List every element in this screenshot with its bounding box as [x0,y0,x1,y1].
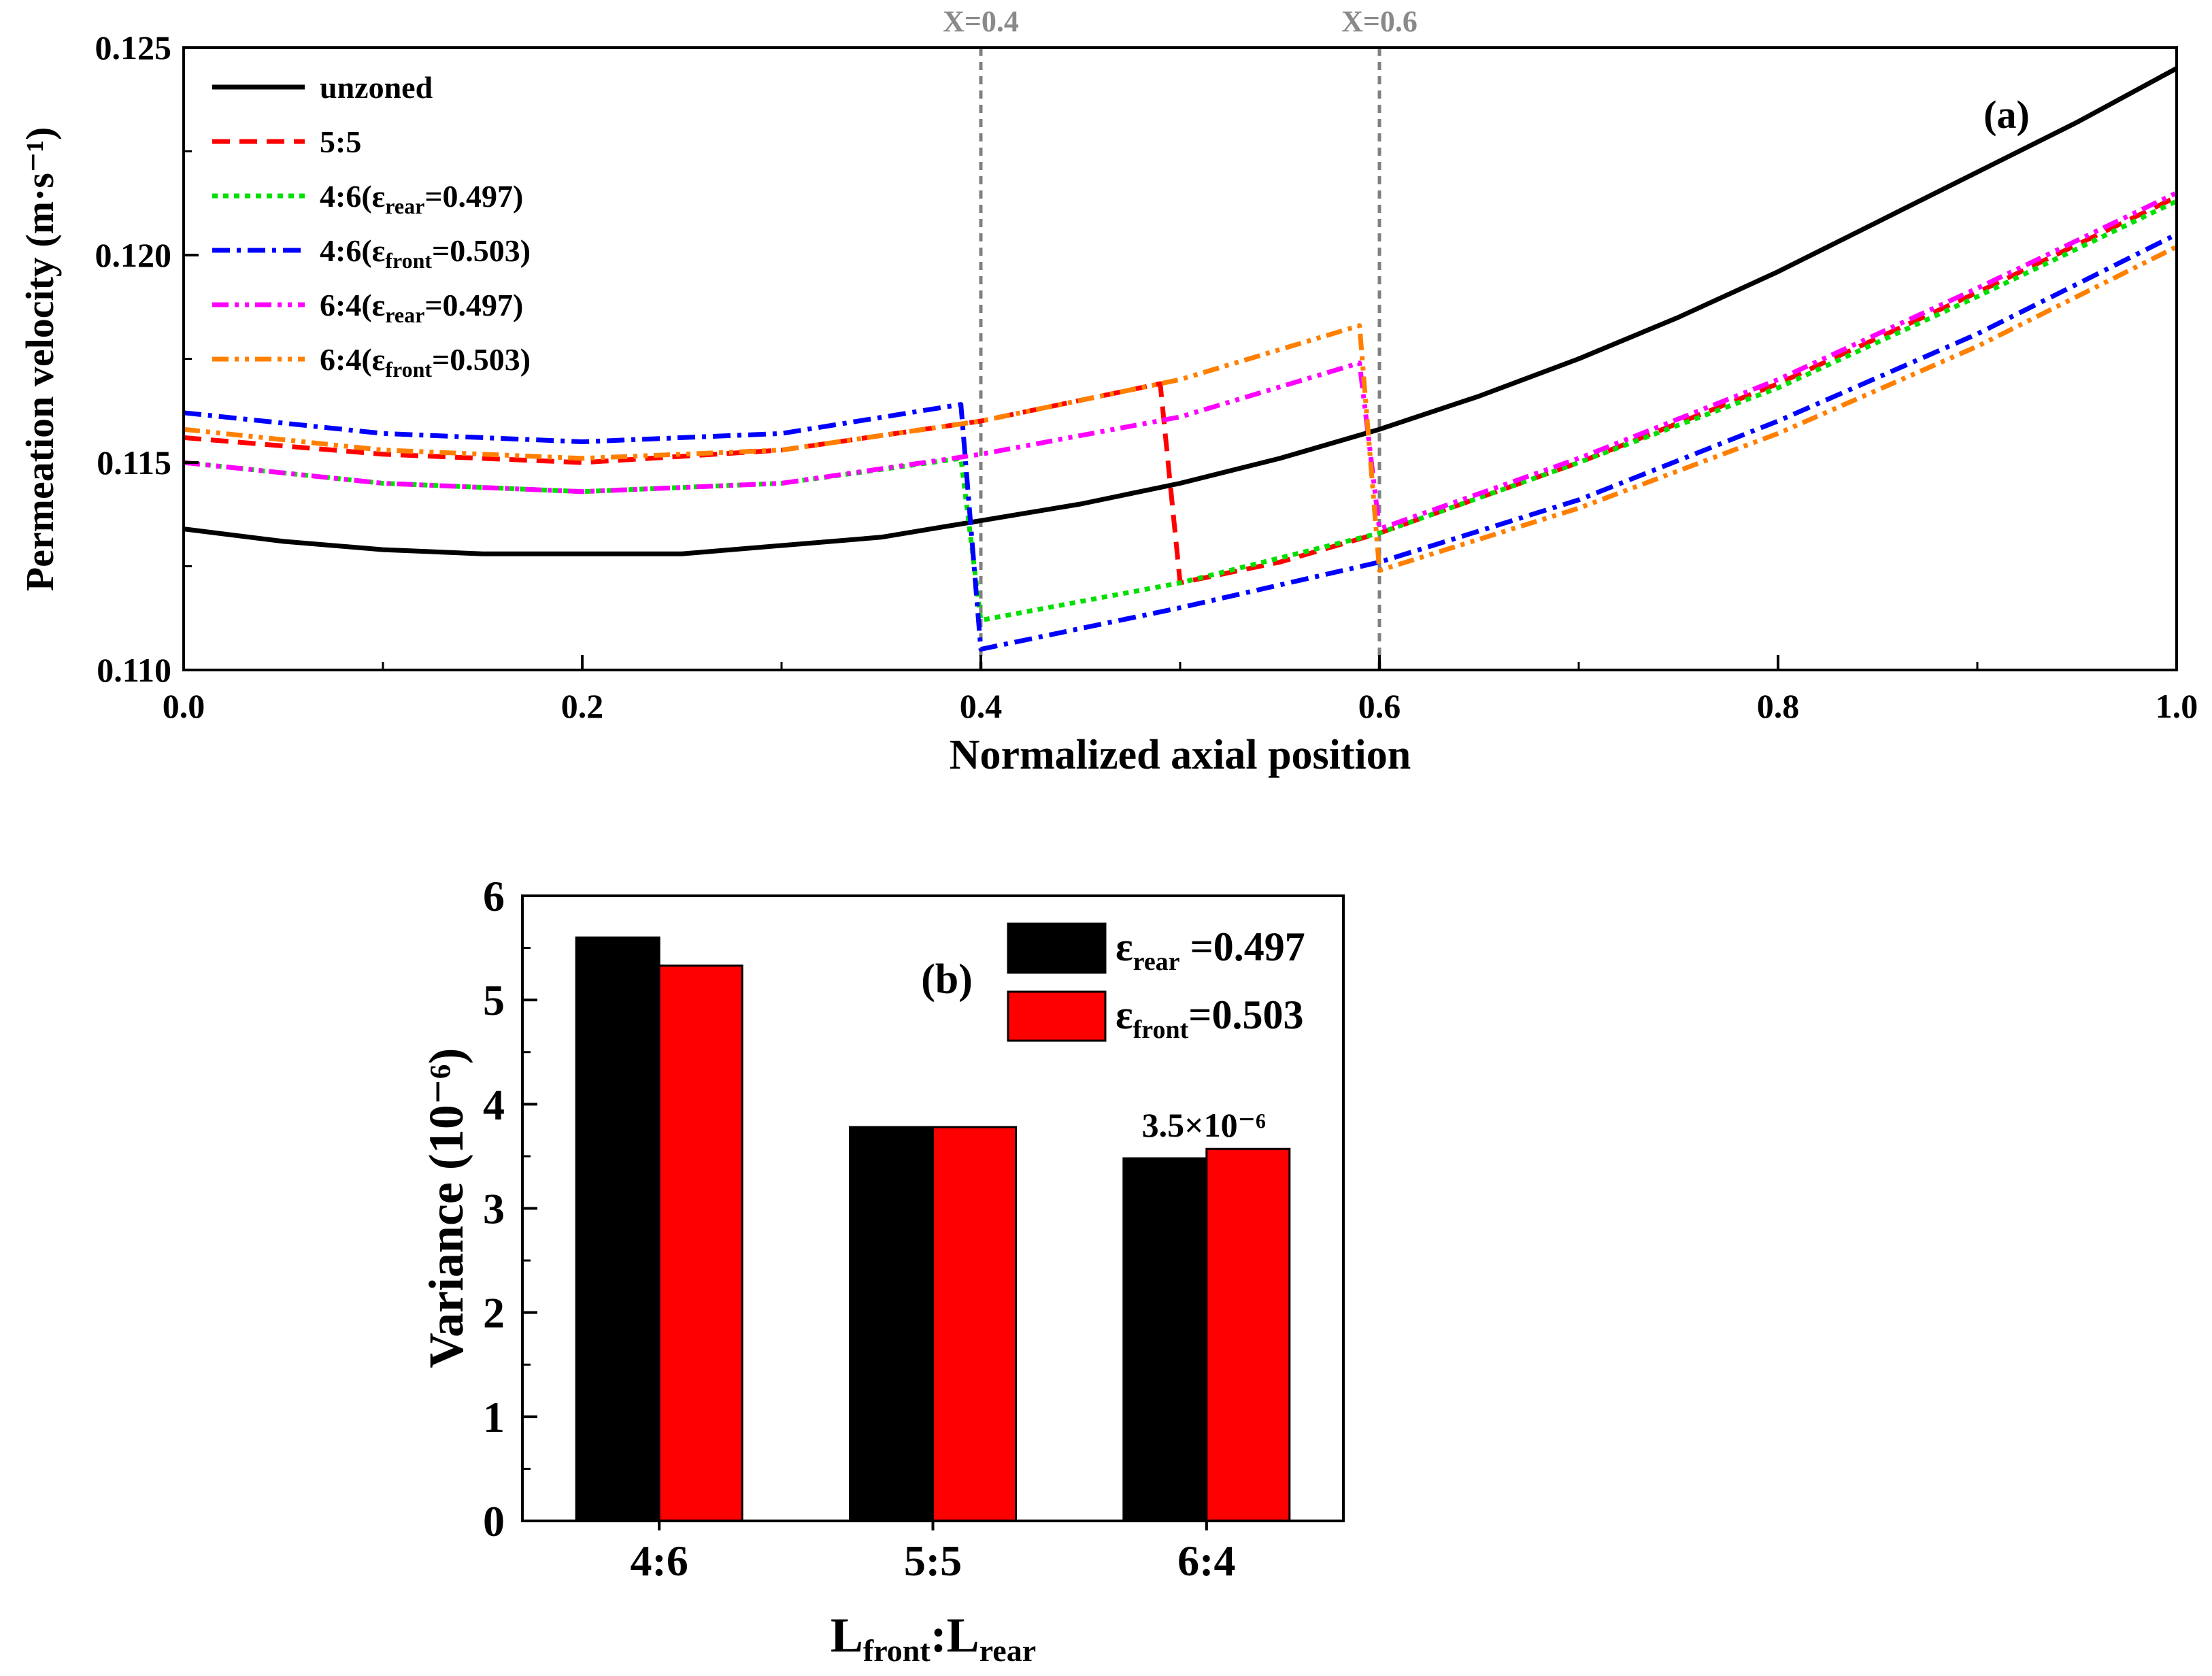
x-tick-label-5: 1.0 [2156,687,2198,725]
legend-label-3: 4:6(εfront=0.503) [320,233,531,273]
panel-b-x-axis-label: Lfront:Lrear [831,1608,1036,1668]
series-line-5 [183,244,2178,573]
b-y-tick-label-4: 4 [483,1080,505,1128]
b-y-tick-label-3: 3 [483,1185,505,1233]
y-tick-label-2: 0.120 [95,236,172,274]
series-line-4 [183,190,2178,532]
bar-6-4-series-1 [1205,1147,1291,1522]
y-tick-label-0: 0.110 [97,651,171,689]
b-x-tick-label-2: 6:4 [1177,1537,1235,1585]
panel-a-y-axis-label: Permeation velocity (m·s⁻¹) [18,127,62,592]
series-line-3 [183,232,2178,652]
panel-a-label: (a) [1983,93,2030,137]
panel-b: 4:6 5:5 6:4 0 1 2 3 4 5 6 (b) 3.5×10⁻⁶ Variance … [419,872,1345,1668]
bar-4-6-series-0 [575,936,660,1522]
legend-label-4: 6:4(εrear=0.497) [320,288,523,327]
reference-label-0: X=0.4 [943,5,1019,38]
legend-label-5: 6:4(εfront=0.503) [320,342,531,382]
b-y-tick-label-1: 1 [483,1393,505,1441]
reference-label-1: X=0.6 [1341,5,1418,38]
b-legend-label-0: εrear =0.497 [1116,924,1305,976]
legend-label-0: unzoned [320,70,433,105]
panel-b-y-axis-label: Variance (10⁻⁶) [419,1048,473,1369]
x-tick-label-4: 0.8 [1757,687,1800,725]
legend-label-1: 5:5 [320,124,361,159]
bar-5-5-series-0 [849,1126,934,1522]
y-tick-label-1: 0.115 [97,443,171,482]
b-y-tick-label-5: 5 [483,976,505,1024]
b-y-tick-label-0: 0 [483,1497,505,1545]
b-x-tick-label-1: 5:5 [904,1537,962,1585]
x-tick-label-2: 0.4 [960,687,1003,725]
b-legend-swatch-1 [1007,990,1107,1042]
y-tick-label-3: 0.125 [95,29,172,67]
b-legend-label-1: εfront=0.503 [1116,992,1303,1044]
legend-label-2: 4:6(εrear=0.497) [320,179,523,218]
bar-5-5-series-1 [932,1126,1017,1522]
panel-b-legend: εrear =0.497 εfront=0.503 [1007,922,1305,1044]
b-legend-swatch-0 [1007,922,1107,974]
x-tick-label-1: 0.2 [561,687,604,725]
x-tick-label-0: 0.0 [163,687,205,725]
series-line-2 [183,199,2178,623]
b-y-tick-label-6: 6 [483,872,505,920]
b-x-tick-label-0: 4:6 [631,1537,688,1585]
panel-a: X=0.4 X=0.6 0.0 0.2 0.4 0.6 0.8 1.0 0.110 0.115… [18,5,2198,778]
b-y-tick-label-2: 2 [483,1289,505,1337]
bar-6-4-series-0 [1122,1157,1208,1522]
bar-4-6-series-1 [658,965,743,1522]
series-line-0 [183,66,2178,556]
panel-a-x-axis-label: Normalized axial position [950,732,1411,778]
x-tick-label-3: 0.6 [1358,687,1401,725]
panel-b-annotation: 3.5×10⁻⁶ [1142,1106,1266,1144]
panel-b-label: (b) [921,956,973,1003]
panel-a-legend: unzoned 5:5 4:6(εrear=0.497) 4:6(εfront=0.5… [212,70,531,382]
